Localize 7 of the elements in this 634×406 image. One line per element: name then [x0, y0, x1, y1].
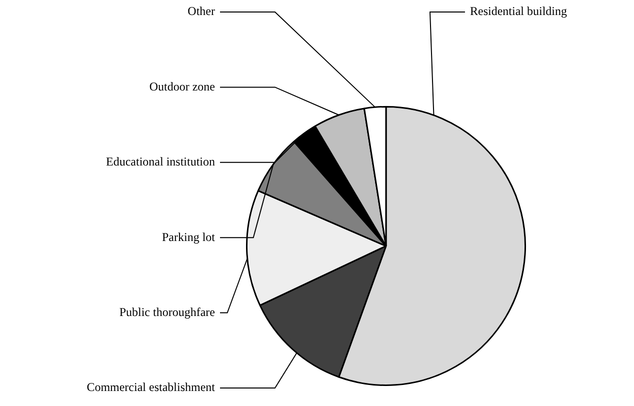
slice-label: Commercial establishment [86, 380, 216, 394]
slice-label: Other [188, 4, 215, 18]
slice-label: Parking lot [162, 230, 216, 244]
slice-label: Educational institution [106, 154, 215, 169]
slice-label: Public thoroughfare [119, 304, 215, 319]
slice-label: Outdoor zone [149, 79, 215, 94]
slice-label: Residential building [470, 4, 567, 18]
